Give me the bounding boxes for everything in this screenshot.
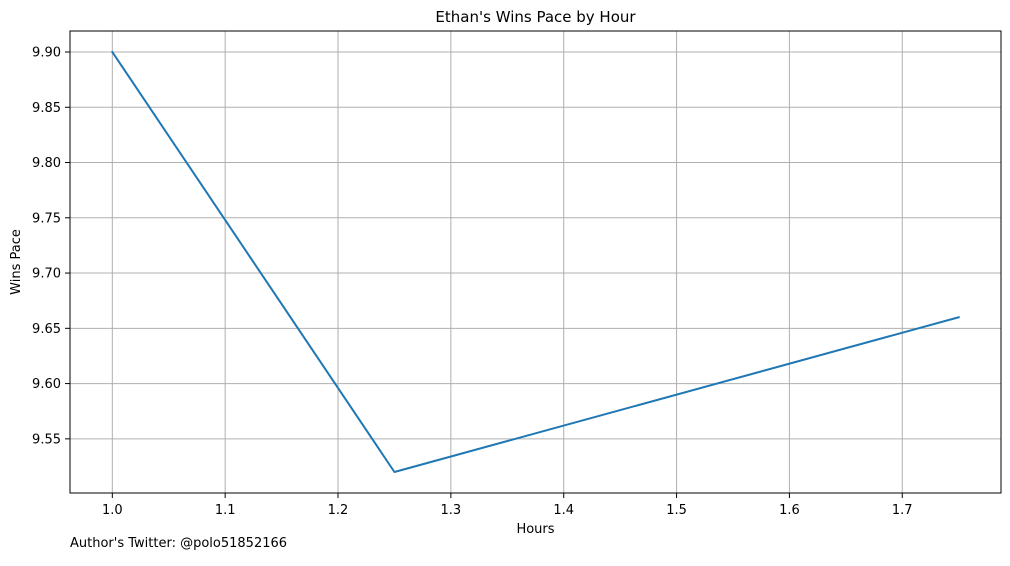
y-tick-label: 9.65 xyxy=(32,322,61,337)
x-tick-label: 1.4 xyxy=(553,503,574,518)
x-tick-label: 1.7 xyxy=(892,503,913,518)
x-axis-label: Hours xyxy=(516,522,554,537)
y-tick-label: 9.55 xyxy=(32,432,61,447)
grid-layer xyxy=(70,31,1001,493)
series-layer xyxy=(110,50,960,473)
x-tick-label: 1.5 xyxy=(666,503,687,518)
x-tick-label: 1.3 xyxy=(441,503,462,518)
y-tick-label: 9.80 xyxy=(32,156,61,171)
plot-frame xyxy=(69,30,1002,494)
x-tick-label: 1.6 xyxy=(779,503,800,518)
y-tick-label: 9.75 xyxy=(32,211,61,226)
series-line-0 xyxy=(110,50,960,473)
y-tick-label: 9.85 xyxy=(32,101,61,116)
y-axis-label: Wins Pace xyxy=(9,229,24,295)
y-tick-label: 9.70 xyxy=(32,267,61,282)
y-tick-label: 9.90 xyxy=(32,46,61,61)
chart-title: Ethan's Wins Pace by Hour xyxy=(435,8,636,26)
x-tick-label: 1.2 xyxy=(328,503,349,518)
tick-layer: 1.0 1.1 1.2 1.3 1.4 1.5 1.6 1.7 9.55 9.60 9.65 9.70… xyxy=(32,46,913,519)
author-credit: Author's Twitter: @polo51852166 xyxy=(70,536,288,551)
y-tick-label: 9.60 xyxy=(32,377,61,392)
x-tick-label: 1.1 xyxy=(215,503,236,518)
x-tick-label: 1.0 xyxy=(102,503,123,518)
